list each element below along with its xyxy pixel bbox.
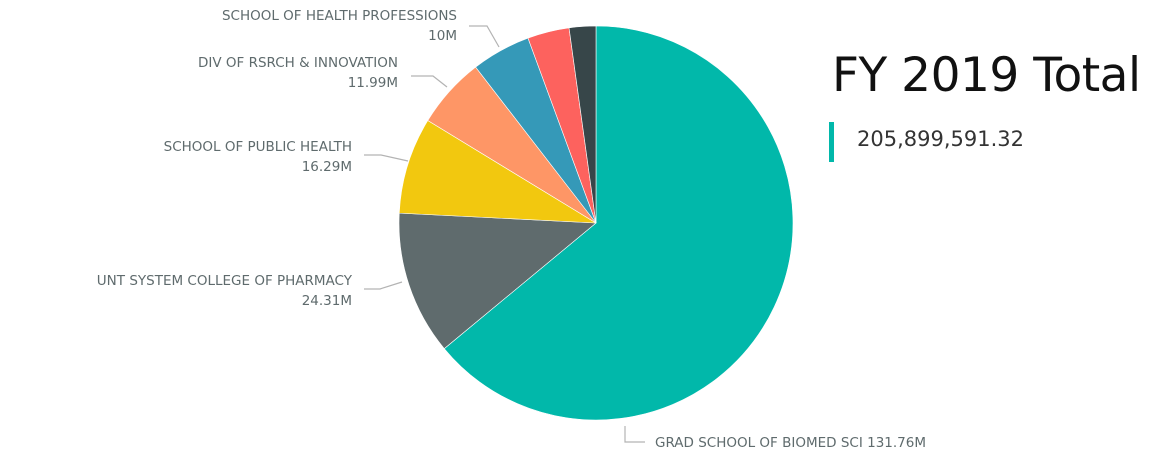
total-color-swatch (829, 122, 834, 162)
pie-slice[interactable] (398, 120, 597, 224)
slice-value-label: 24.31M (302, 293, 352, 309)
slice-label: DIV OF RSRCH & INNOVATION 11.99M (198, 55, 398, 91)
slice-label: GRAD SCHOOL OF BIOMED SCI 131.76M (655, 435, 926, 451)
slice-value-label: 10M (428, 28, 457, 44)
pie-slice[interactable] (398, 212, 597, 350)
leader-line (411, 75, 448, 88)
leader-line (364, 281, 403, 290)
leader-lines (364, 25, 645, 443)
slice-category-label: SCHOOL OF PUBLIC HEALTH (164, 139, 352, 155)
slice-label: SCHOOL OF HEALTH PROFESSIONS 10M (222, 8, 457, 44)
slice-category-label: DIV OF RSRCH & INNOVATION (198, 55, 398, 71)
slice-value-label: 16.29M (302, 159, 352, 175)
total-title: FY 2019 Total (832, 48, 1141, 103)
slice-value-label: 11.99M (348, 75, 398, 91)
slice-labels: GRAD SCHOOL OF BIOMED SCI 131.76M UNT SYS… (97, 8, 926, 451)
slice-category-label: UNT SYSTEM COLLEGE OF PHARMACY (97, 273, 353, 289)
slice-label: SCHOOL OF PUBLIC HEALTH 16.29M (164, 139, 352, 175)
pie-slices (398, 25, 794, 421)
slice-category-label: SCHOOL OF HEALTH PROFESSIONS (222, 8, 457, 24)
leader-line (364, 154, 409, 162)
leader-line (624, 426, 645, 443)
total-value: 205,899,591.32 (857, 127, 1024, 151)
leader-line (469, 25, 500, 48)
pie-slice[interactable] (568, 25, 597, 224)
pie-slice[interactable] (443, 25, 794, 421)
slice-label: UNT SYSTEM COLLEGE OF PHARMACY 24.31M (97, 273, 353, 309)
